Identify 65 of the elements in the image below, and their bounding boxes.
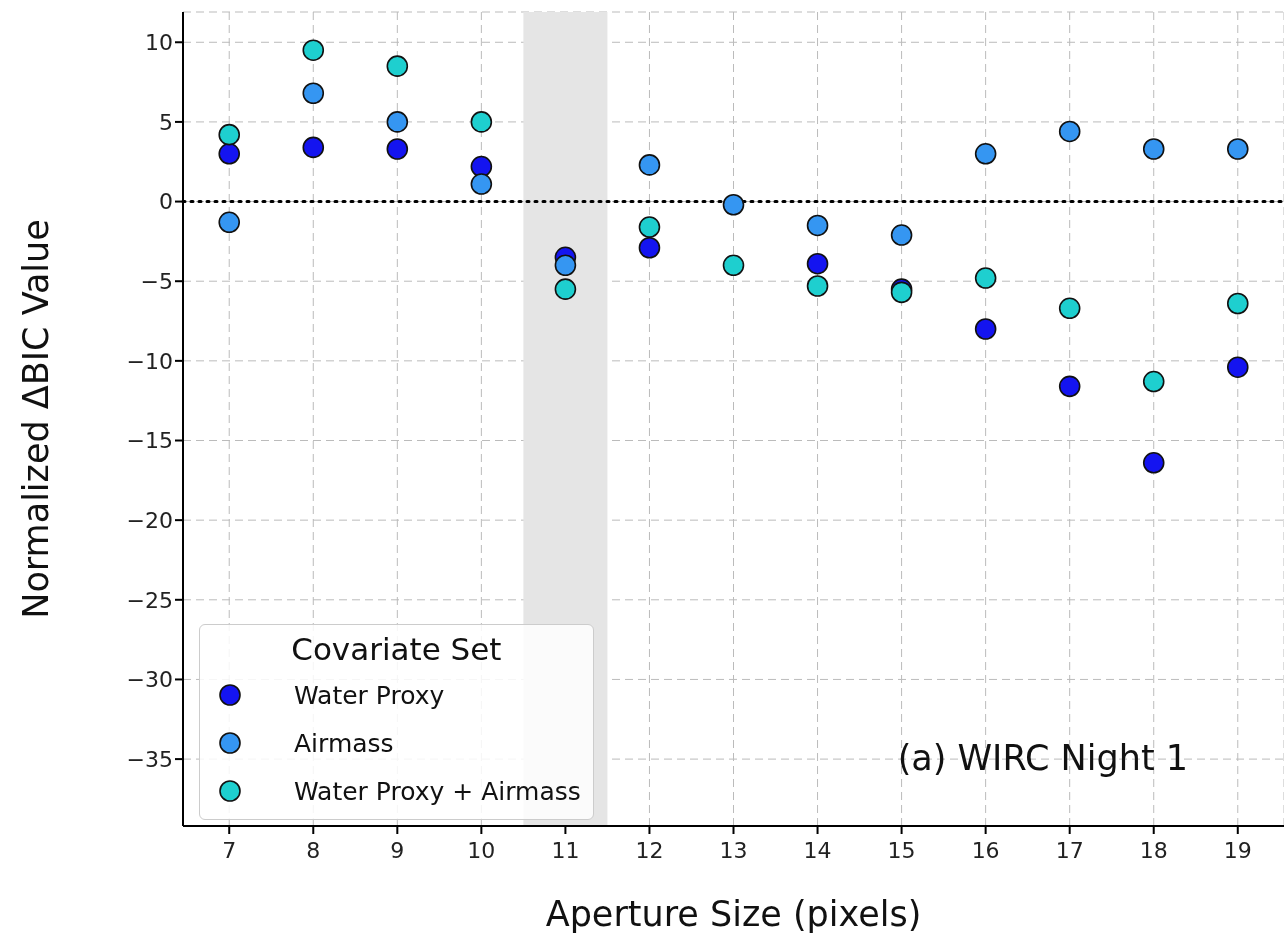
point bbox=[638, 216, 661, 238]
point bbox=[386, 111, 409, 133]
y-tick-label: −20 bbox=[126, 507, 173, 533]
point bbox=[554, 254, 577, 277]
point bbox=[302, 82, 325, 105]
point bbox=[806, 214, 829, 237]
x-tick-label: 10 bbox=[467, 837, 496, 863]
y-tick-label: −30 bbox=[126, 667, 173, 693]
x-tick-label: 7 bbox=[222, 837, 237, 863]
y-tick-label: −5 bbox=[140, 269, 173, 295]
point bbox=[1058, 297, 1081, 320]
x-tick-label: 12 bbox=[635, 837, 664, 863]
point bbox=[974, 318, 997, 340]
point bbox=[218, 142, 241, 165]
point bbox=[974, 142, 997, 165]
x-tick-label: 9 bbox=[390, 837, 405, 863]
point bbox=[218, 211, 241, 234]
point bbox=[1226, 356, 1249, 379]
y-tick-label: 0 bbox=[159, 189, 173, 215]
x-axis-title: Aperture Size (pixels) bbox=[545, 894, 922, 934]
legend-title: Covariate Set bbox=[290, 631, 503, 667]
point bbox=[218, 123, 241, 146]
point bbox=[302, 39, 325, 62]
y-tick-label: −15 bbox=[126, 428, 173, 454]
point bbox=[806, 275, 829, 297]
point bbox=[470, 155, 493, 178]
point bbox=[1142, 138, 1165, 160]
legend-label: Water Proxy + Airmass bbox=[294, 776, 581, 806]
point bbox=[806, 252, 829, 275]
point bbox=[1226, 138, 1249, 160]
annotation: (a) WIRC Night 1 bbox=[897, 738, 1188, 778]
y-tick-label: 10 bbox=[145, 30, 173, 56]
point bbox=[1058, 375, 1081, 398]
x-tick-label: 17 bbox=[1055, 837, 1084, 863]
y-axis-title: Normalized ΔBIC Value bbox=[16, 219, 57, 619]
x-tick-label: 13 bbox=[719, 837, 748, 863]
point bbox=[638, 154, 661, 176]
y-tick-label: −10 bbox=[126, 348, 173, 374]
point bbox=[1226, 292, 1249, 315]
point bbox=[638, 236, 661, 259]
point bbox=[470, 173, 493, 195]
x-tick-label: 18 bbox=[1139, 837, 1168, 863]
point bbox=[974, 267, 997, 289]
x-tick-label: 14 bbox=[803, 837, 832, 863]
point bbox=[890, 224, 913, 246]
point bbox=[1058, 120, 1081, 143]
y-tick-label: 5 bbox=[159, 109, 173, 135]
point bbox=[1142, 370, 1165, 393]
y-tick-label: −25 bbox=[126, 587, 173, 613]
x-tick-label: 16 bbox=[971, 837, 1000, 863]
x-tick-label: 11 bbox=[551, 837, 580, 863]
point bbox=[386, 138, 409, 160]
point bbox=[302, 136, 325, 159]
point bbox=[1142, 452, 1165, 474]
x-tick-label: 15 bbox=[887, 837, 916, 863]
y-tick-label: −35 bbox=[126, 746, 173, 772]
legend-label: Airmass bbox=[294, 728, 394, 758]
point bbox=[470, 111, 493, 133]
point bbox=[386, 55, 409, 77]
point bbox=[722, 193, 745, 216]
point bbox=[722, 254, 745, 277]
point bbox=[554, 278, 577, 300]
legend-label: Water Proxy bbox=[294, 680, 445, 710]
x-tick-label: 19 bbox=[1223, 837, 1252, 863]
x-tick-label: 8 bbox=[306, 837, 321, 863]
